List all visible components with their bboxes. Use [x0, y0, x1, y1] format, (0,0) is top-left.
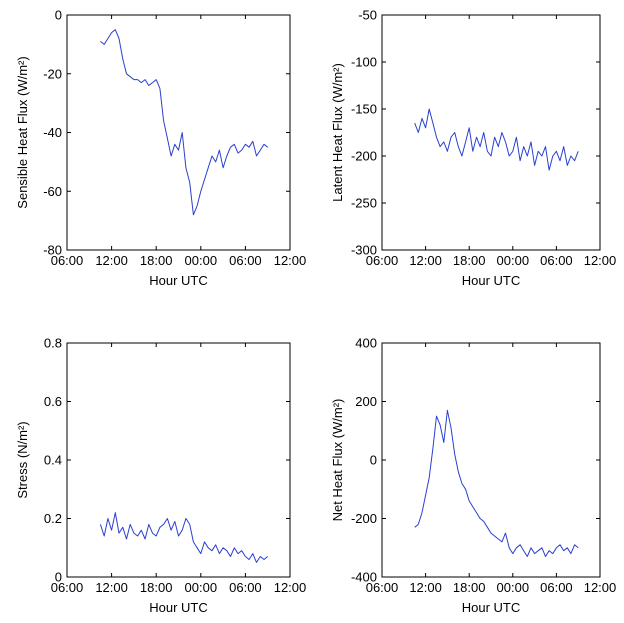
x-axis-title: Hour UTC	[149, 273, 208, 288]
y-tick-label: 0.4	[44, 453, 62, 468]
y-tick-label: -200	[351, 149, 377, 164]
y-tick-label: -200	[351, 511, 377, 526]
chart-panel-1: 06:00 12:00 18:00 00:00 06:00 12:00 0 -20 -40 -60…	[15, 8, 306, 289]
x-tick-label: 06:00	[540, 580, 573, 595]
y-tick-label: -20	[43, 66, 62, 81]
series-line-1	[414, 108, 579, 171]
y-tick-label: -40	[43, 125, 62, 140]
y-axis-title: Latent Heat Flux (W/m²)	[330, 63, 345, 202]
y-tick-label: 0	[370, 453, 377, 468]
x-tick-label: 06:00	[229, 580, 262, 595]
y-tick-label: -400	[351, 570, 377, 585]
x-tick-label: 18:00	[453, 253, 486, 268]
y-tick-label: 0.6	[44, 394, 62, 409]
y-tick-label: -50	[358, 8, 377, 23]
x-tick-label: 12:00	[409, 253, 442, 268]
x-tick-label: 00:00	[185, 580, 218, 595]
x-tick-label: 12:00	[584, 580, 617, 595]
y-tick-label: 0	[55, 570, 62, 585]
y-tick-label: -250	[351, 196, 377, 211]
series-line-1	[99, 512, 269, 563]
x-axis-title: Hour UTC	[462, 273, 521, 288]
x-tick-label: 06:00	[366, 253, 399, 268]
x-tick-label: 06:00	[366, 580, 399, 595]
x-tick-label: 12:00	[95, 580, 128, 595]
plot-frame	[381, 342, 601, 578]
y-tick-label: 0.8	[44, 336, 62, 351]
series-line-1	[100, 29, 269, 216]
x-axis-title: Hour UTC	[149, 600, 208, 615]
y-axis-title: Sensible Heat Flux (W/m²)	[15, 56, 30, 208]
x-tick-label: 12:00	[409, 580, 442, 595]
x-tick-label: 00:00	[497, 580, 530, 595]
y-axis-title: Net Heat Flux (W/m²)	[330, 399, 345, 522]
x-tick-label: 12:00	[274, 253, 307, 268]
x-axis-title: Hour UTC	[462, 600, 521, 615]
y-tick-label: -80	[43, 243, 62, 258]
x-tick-label: 06:00	[51, 580, 84, 595]
x-tick-label: 06:00	[540, 253, 573, 268]
plot-frame	[66, 14, 291, 251]
x-tick-label: 12:00	[274, 580, 307, 595]
x-tick-label: 12:00	[95, 253, 128, 268]
x-tick-label: 18:00	[453, 580, 486, 595]
x-tick-label: 06:00	[229, 253, 262, 268]
x-tick-label: 18:00	[140, 253, 173, 268]
y-tick-label: -300	[351, 243, 377, 258]
y-tick-label: 0	[55, 8, 62, 23]
chart-panel-3: 06:00 12:00 18:00 00:00 06:00 12:00 0 0.2 0.4 0.6…	[15, 336, 306, 616]
y-tick-label: 0.2	[44, 511, 62, 526]
x-tick-label: 06:00	[51, 253, 84, 268]
y-tick-label: -150	[351, 102, 377, 117]
y-tick-label: 400	[355, 336, 377, 351]
y-axis-title: Stress (N/m²)	[15, 421, 30, 498]
x-tick-label: 12:00	[584, 253, 617, 268]
plot-frame	[381, 14, 601, 251]
chart-panel-2: 06:00 12:00 18:00 00:00 06:00 12:00 -50 -100 -15…	[330, 8, 616, 289]
y-tick-label: -60	[43, 184, 62, 199]
y-tick-label: -100	[351, 55, 377, 70]
x-tick-label: 18:00	[140, 580, 173, 595]
plot-frame	[66, 342, 291, 578]
x-tick-label: 00:00	[185, 253, 218, 268]
chart-panel-4: 06:00 12:00 18:00 00:00 06:00 12:00 400 200 0 -20…	[330, 336, 616, 616]
x-tick-label: 00:00	[497, 253, 530, 268]
y-tick-label: 200	[355, 394, 377, 409]
series-line-1	[414, 409, 579, 557]
